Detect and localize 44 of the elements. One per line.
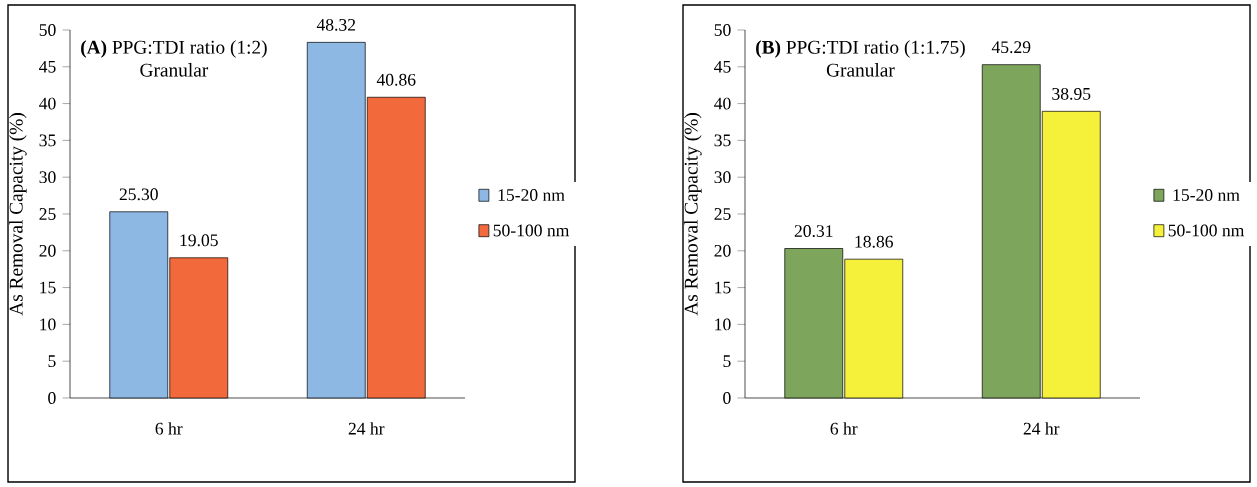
data-label: 48.32 [316, 18, 356, 31]
legend-label: 15-20 nm [498, 189, 565, 201]
y-axis-title: As Removal Capacity (%) [9, 113, 27, 316]
y-tick-label: 15 [40, 281, 56, 294]
x-tick-label: 6 hr [830, 422, 858, 435]
y-tick-label: 40 [714, 97, 731, 110]
y-tick-label: 25 [39, 208, 56, 220]
y-tick-label: 0 [48, 392, 56, 404]
data-label: 45.29 [991, 41, 1031, 54]
chart-title: (A) PPG:TDI ratio (1:2) [81, 40, 267, 58]
y-tick-label: 40 [39, 97, 56, 110]
y-tick-label: 30 [39, 171, 56, 184]
y-tick-label: 20 [714, 244, 731, 257]
data-label: 19.05 [180, 234, 218, 247]
x-tick-label: 24 hr [1023, 422, 1060, 435]
y-tick-label: 30 [714, 171, 731, 184]
y-tick-label: 35 [714, 134, 731, 147]
y-tick-label: 5 [723, 355, 731, 368]
text: Granular [826, 63, 895, 77]
chart-title: (B) PPG:TDI ratio (1:1.75) [756, 40, 965, 58]
y-tick-label: 25 [714, 208, 731, 220]
legend-label: 50-100 nm [1168, 224, 1245, 237]
data-label: 18.86 [855, 235, 894, 248]
data-label: 40.86 [376, 73, 416, 86]
y-tick-label: 5 [48, 355, 56, 368]
y-tick-label: 15 [715, 281, 731, 294]
legend-label: 50-100 nm [493, 224, 570, 237]
y-tick-label: 45 [39, 60, 56, 73]
data-label: 20.31 [794, 225, 833, 237]
y-axis-title: As Removal Capacity (%) [684, 113, 702, 316]
x-tick-label: 24 hr [348, 422, 385, 435]
x-tick-label: 6 hr [155, 422, 183, 435]
y-tick-label: 35 [39, 134, 56, 147]
y-tick-label: 0 [723, 392, 731, 404]
y-tick-label: 50 [39, 24, 56, 36]
y-tick-label: 45 [714, 60, 731, 73]
y-tick-label: 50 [714, 24, 731, 36]
text: Granular [140, 63, 209, 77]
y-tick-label: 10 [40, 318, 56, 331]
data-label: 38.95 [1052, 87, 1091, 100]
legend-label: 15-20 nm [1173, 189, 1240, 201]
y-tick-label: 10 [715, 318, 731, 331]
data-label: 25.30 [119, 188, 158, 201]
y-tick-label: 20 [39, 244, 56, 257]
